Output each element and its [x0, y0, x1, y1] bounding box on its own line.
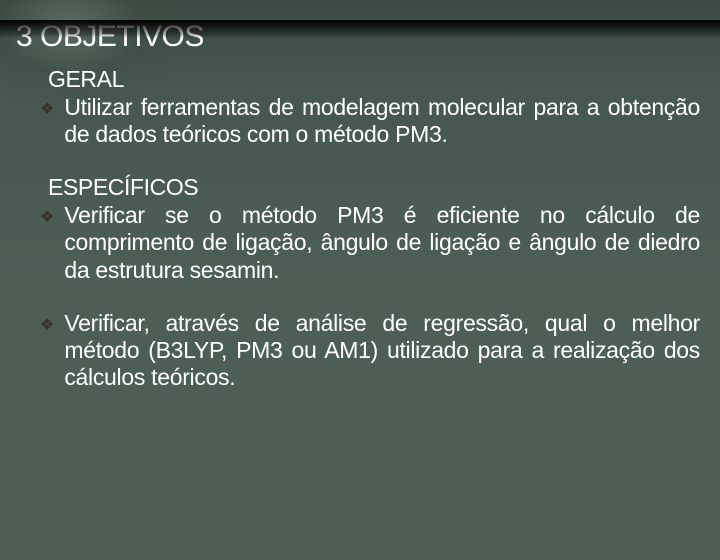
section-geral-label: GERAL	[48, 66, 700, 93]
top-gradient-bar	[0, 20, 720, 38]
bullet-text-1: Utilizar ferramentas de modelagem molecu…	[64, 94, 700, 148]
section-especificos-label: ESPECÍFICOS	[48, 174, 700, 201]
bullet-item-especificos-2: ❖ Verificar, através de análise de regre…	[40, 310, 700, 391]
bullet-marker-icon: ❖	[40, 315, 54, 335]
bullet-item-especificos-1: ❖ Verificar se o método PM3 é eficiente …	[40, 202, 700, 283]
bullet-text-2: Verificar se o método PM3 é eficiente no…	[64, 202, 700, 283]
bullet-text-3: Verificar, através de análise de regress…	[64, 310, 700, 391]
bullet-item-geral: ❖ Utilizar ferramentas de modelagem mole…	[40, 94, 700, 148]
bullet-marker-icon: ❖	[40, 99, 54, 119]
bullet-marker-icon: ❖	[40, 207, 54, 227]
slide-content: GERAL ❖ Utilizar ferramentas de modelage…	[0, 66, 720, 391]
